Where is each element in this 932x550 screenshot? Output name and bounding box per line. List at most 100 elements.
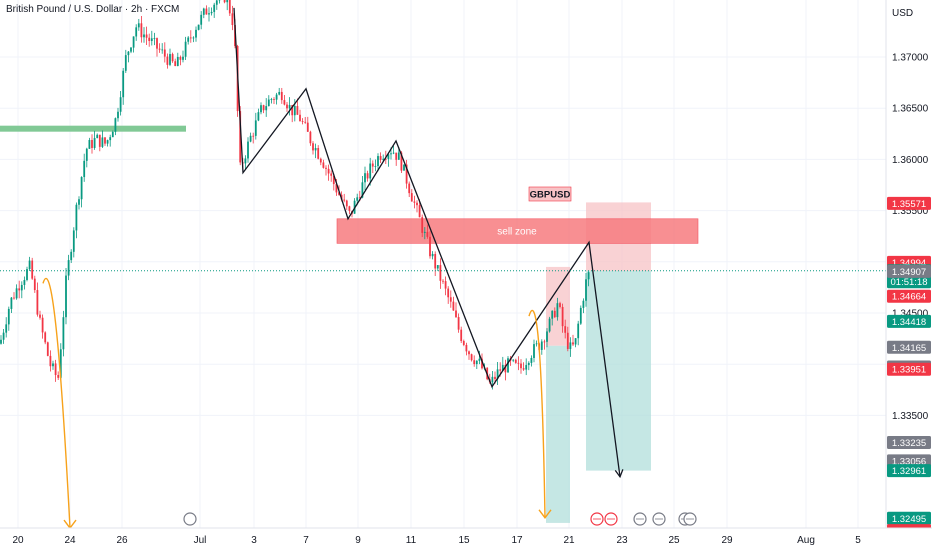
price-tag-label: 1.34418: [892, 317, 926, 328]
candle-body: [447, 288, 450, 298]
time-axis[interactable]: [0, 528, 932, 550]
candle-body: [49, 355, 52, 367]
candle-body: [491, 376, 494, 383]
candle-body: [423, 231, 426, 233]
candle-body: [475, 360, 478, 365]
sell-zone: sell zone GBPUSD: [336, 186, 699, 244]
candle-body: [299, 114, 301, 122]
candle-body: [80, 177, 83, 200]
candle-body: [197, 24, 200, 30]
candle-body: [140, 23, 143, 38]
candle-body: [205, 8, 208, 15]
candle-body: [543, 341, 546, 343]
candle-body: [400, 152, 403, 171]
candle-body: [431, 253, 434, 257]
candle-body: [260, 105, 262, 113]
candle-body: [59, 349, 62, 378]
candle-body: [564, 326, 567, 333]
candle-body: [421, 217, 424, 233]
candle-body: [410, 193, 413, 202]
candle-body: [522, 368, 525, 370]
candle-body: [148, 37, 151, 42]
candle-body: [517, 362, 520, 364]
candle-body: [314, 148, 317, 151]
candle-body: [478, 358, 481, 361]
trade-positions: [546, 202, 651, 523]
candle-body: [397, 152, 400, 160]
candle-body: [122, 70, 125, 98]
candle-body: [358, 197, 361, 199]
candle-body: [514, 359, 517, 363]
candle-body: [143, 34, 145, 38]
candle-body: [231, 13, 234, 26]
candle-body: [171, 54, 174, 62]
candle-body: [200, 14, 203, 25]
price-tag: [887, 464, 931, 478]
candle-body: [132, 36, 135, 48]
sell-zone-label: sell zone: [497, 227, 537, 238]
candle-body: [39, 314, 41, 318]
event-flag-icon: [183, 512, 197, 526]
candle-body: [65, 275, 67, 318]
candle-body: [553, 310, 556, 318]
candle-body: [457, 317, 460, 330]
x-tick-label: 15: [458, 535, 470, 546]
candle-body: [369, 163, 372, 179]
chart-title: British Pound / U.S. Dollar · 2h · FXCM: [6, 4, 179, 15]
candle-body: [176, 56, 179, 67]
candle-body: [13, 297, 15, 299]
price-tag-label: 1.32961: [892, 466, 926, 477]
candle-body: [286, 104, 288, 109]
y-tick-label: 1.36500: [892, 104, 929, 115]
candle-body: [161, 49, 164, 51]
candle-body: [52, 363, 54, 367]
candle-body: [41, 317, 44, 333]
candle-body: [525, 365, 528, 370]
candle-body: [75, 204, 78, 231]
orange-arrowhead: [538, 509, 552, 519]
candle-body: [119, 97, 122, 112]
candle-body: [280, 91, 283, 101]
candle-body: [418, 205, 421, 218]
price-tag: [887, 362, 931, 376]
candle-body: [135, 27, 138, 37]
price-tag-label: 1.33951: [892, 365, 926, 376]
candle-body: [267, 99, 270, 107]
sell-zone-rect: [336, 218, 699, 244]
candle-body: [449, 297, 452, 302]
candle-body: [166, 56, 169, 65]
y-tick-label: 1.33500: [892, 411, 929, 422]
x-tick-label: Jul: [194, 535, 207, 546]
price-tag-label: 1.34994: [892, 258, 926, 269]
price-tag-label: 1.34907: [892, 267, 926, 278]
candle-body: [455, 310, 457, 318]
price-tag: [887, 436, 931, 450]
candle-body: [405, 164, 408, 184]
candle-body: [548, 318, 551, 332]
candle-body: [566, 332, 569, 349]
x-tick-label: 26: [116, 535, 128, 546]
candle-body: [247, 141, 249, 159]
candle-body: [101, 137, 104, 147]
candle-body: [195, 29, 197, 38]
price-tag-label: 1.34664: [892, 292, 926, 303]
candle-body: [145, 34, 148, 38]
candle-body: [527, 362, 530, 366]
candle-body: [468, 351, 470, 355]
candle-body: [507, 358, 509, 373]
candle-body: [395, 152, 398, 160]
symbol-tag-box: [528, 186, 572, 202]
candle-body: [46, 342, 49, 356]
price-tag: [887, 511, 931, 525]
candle-body: [462, 340, 465, 345]
candle-body: [384, 158, 387, 160]
currency-label[interactable]: USD: [892, 8, 913, 19]
candle-body: [104, 137, 106, 144]
candle-body: [364, 173, 366, 183]
candle-body: [408, 183, 411, 194]
candle-body: [561, 306, 564, 327]
candle-body: [574, 338, 577, 345]
candle-body: [470, 354, 473, 361]
